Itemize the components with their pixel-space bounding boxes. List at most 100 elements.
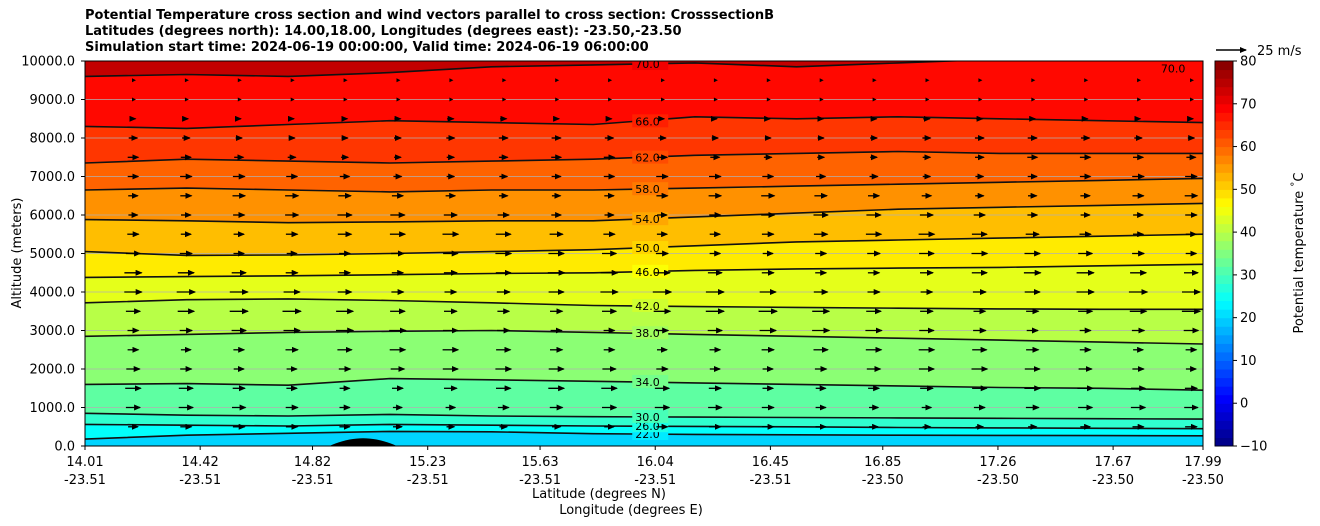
y-tick-label: 7000.0: [30, 170, 76, 185]
wind-vector: [396, 97, 401, 102]
chart-title-line-1: Potential Temperature cross section and …: [85, 8, 775, 23]
colorbar-band: [1215, 377, 1233, 387]
wind-vector: [925, 78, 930, 83]
colorbar-band: [1215, 249, 1233, 259]
y-axis-label: Altitude (meters): [10, 198, 25, 309]
x-tick-label-lat: 14.01: [66, 455, 103, 470]
colorbar-band: [1215, 61, 1233, 71]
contour-label: 66.0: [635, 115, 660, 128]
colorbar-band: [1215, 103, 1233, 113]
contour-label: 26.0: [635, 420, 660, 433]
colorbar-band: [1215, 180, 1233, 190]
wind-vector: [132, 97, 136, 102]
contour-label: 58.0: [635, 183, 660, 196]
x-tick-label-lon: -23.51: [749, 473, 791, 488]
x-tick-label-lon: -23.51: [519, 473, 561, 488]
wind-vector: [502, 97, 507, 102]
contour-label: 70.0: [1161, 63, 1186, 76]
terrain-mountain: [329, 438, 397, 446]
wind-vector: [290, 97, 295, 102]
colorbar-band: [1215, 411, 1233, 421]
y-tick-label: 6000.0: [30, 209, 76, 224]
colorbar-band: [1215, 394, 1233, 404]
wind-vector: [1031, 78, 1036, 83]
x-tick-label-lat: 17.26: [979, 455, 1016, 470]
wind-vector: [978, 78, 983, 83]
wind-vector: [766, 78, 771, 83]
wind-vector: [449, 78, 454, 83]
contour-label: 38.0: [635, 327, 660, 340]
wind-vector: [396, 78, 401, 83]
colorbar-band: [1215, 189, 1233, 199]
y-tick-label: 8000.0: [30, 132, 76, 147]
wind-vector: [819, 97, 824, 102]
chart-title-block: Potential Temperature cross section and …: [85, 8, 774, 56]
colorbar-band: [1215, 292, 1233, 302]
colorbar-band: [1215, 343, 1233, 353]
colorbar-band: [1215, 334, 1233, 344]
colorbar-tick-label: 60: [1240, 140, 1257, 155]
axes: 0.0 1000.0 2000.0 3000.0 4000.0 5000.0 6000.0 7…: [21, 55, 1224, 489]
contour-label-bg: [632, 374, 669, 388]
x-tick-label-lat: 16.85: [864, 455, 901, 470]
wind-vector: [502, 78, 507, 83]
colorbar-band: [1215, 206, 1233, 216]
wind-vector: [766, 97, 771, 102]
colorbar-band: [1215, 223, 1233, 233]
x-axis-label-latitude: Latitude (degrees N): [532, 487, 666, 502]
x-tick-label-lat: 16.04: [637, 455, 674, 470]
x-tick-label-lat: 15.63: [521, 455, 558, 470]
x-tick-label-lat: 14.82: [294, 455, 331, 470]
colorbar-band: [1215, 369, 1233, 379]
wind-vector: [713, 97, 718, 102]
contour-label-bg: [632, 61, 669, 71]
wind-vector: [925, 97, 930, 102]
y-tick-label: 3000.0: [30, 324, 76, 339]
y-tick-label: 5000.0: [30, 247, 76, 262]
wind-vector: [713, 78, 718, 83]
colorbar-band: [1215, 172, 1233, 182]
colorbar-band: [1215, 326, 1233, 336]
colorbar-band: [1215, 95, 1233, 105]
contour-label-bg: [632, 150, 669, 164]
colorbar-tick-label: 20: [1240, 311, 1257, 326]
x-tick-label-lon: -23.50: [862, 473, 904, 488]
contour-label: 50.0: [635, 242, 660, 255]
colorbar-tick-label: 80: [1240, 55, 1257, 70]
colorbar-band: [1215, 351, 1233, 361]
colorbar-band: [1215, 257, 1233, 267]
colorbar-band: [1215, 317, 1233, 327]
colorbar-band: [1215, 163, 1233, 173]
colorbar-band: [1215, 360, 1233, 370]
contour-label: 42.0: [635, 300, 660, 313]
x-tick-label-lon: -23.50: [977, 473, 1019, 488]
wind-vector: [237, 97, 242, 102]
wind-vector: [1137, 78, 1142, 83]
colorbar-band: [1215, 120, 1233, 130]
x-tick-label-lon: -23.50: [1092, 473, 1134, 488]
y-tick-label: 9000.0: [30, 93, 76, 108]
wind-vector: [1084, 97, 1089, 102]
colorbar-band: [1215, 428, 1233, 438]
colorbar-band: [1215, 197, 1233, 207]
colorbar-band: [1215, 146, 1233, 156]
y-tick-label: 0.0: [54, 440, 75, 455]
colorbar-band: [1215, 266, 1233, 276]
colorbar-band: [1215, 129, 1233, 139]
colorbar-tick-label: −10: [1240, 440, 1267, 455]
colorbar-band: [1215, 283, 1233, 293]
colorbar-band: [1215, 215, 1233, 225]
colorbar-band: [1215, 86, 1233, 96]
x-tick-label-lat: 15.23: [409, 455, 446, 470]
contour-label: 54.0: [635, 213, 660, 226]
x-tick-label-lat: 17.99: [1184, 455, 1221, 470]
wind-vector: [1190, 78, 1194, 83]
colorbar-band: [1215, 232, 1233, 242]
wind-vector: [184, 78, 189, 83]
wind-vector: [1031, 97, 1036, 102]
wind-vector: [608, 78, 613, 83]
colorbar-label: Potential temperature °C: [1290, 172, 1307, 333]
wind-vector: [978, 97, 983, 102]
x-tick-label-lon: -23.50: [1182, 473, 1224, 488]
